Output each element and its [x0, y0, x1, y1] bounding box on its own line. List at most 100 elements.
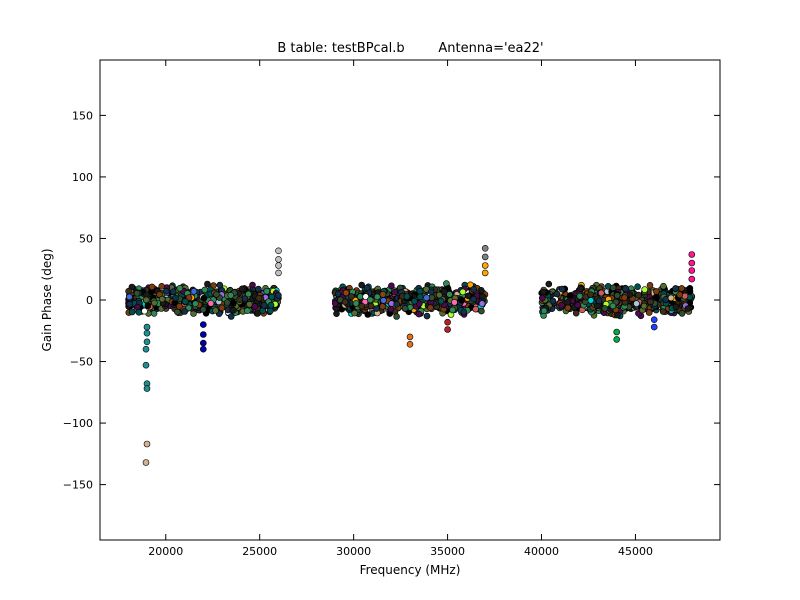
data-point: [341, 298, 349, 306]
data-point: [216, 281, 224, 289]
x-tick-label: 35000: [430, 545, 465, 558]
data-point: [200, 306, 207, 313]
data-point: [144, 302, 152, 310]
data-point: [478, 300, 486, 307]
x-tick-label: 40000: [524, 545, 559, 558]
data-point: [635, 291, 642, 299]
scatter-points: [125, 245, 696, 466]
data-point: [411, 297, 418, 305]
y-axis-label: Gain Phase (deg): [40, 248, 54, 351]
data-point: [597, 289, 605, 297]
data-point: [393, 300, 401, 308]
data-point: [143, 338, 151, 346]
data-point: [577, 285, 584, 293]
data-point: [647, 298, 654, 306]
x-axis-label: Frequency (MHz): [360, 563, 461, 577]
y-axis-ticks: −150 −100 −50 0 50 100 150: [63, 109, 720, 492]
data-point: [601, 305, 609, 312]
data-point: [558, 285, 566, 293]
data-point: [169, 288, 177, 296]
data-point: [659, 308, 667, 315]
data-point: [449, 306, 456, 314]
data-point: [672, 285, 679, 292]
data-point: [688, 251, 696, 258]
data-point: [192, 300, 199, 308]
data-point: [218, 304, 226, 312]
data-point: [451, 298, 458, 306]
data-point: [366, 296, 374, 304]
data-point: [275, 269, 282, 277]
data-point: [200, 321, 207, 328]
data-point: [143, 329, 151, 337]
data-point: [459, 288, 467, 296]
data-point: [672, 303, 680, 311]
data-point: [142, 345, 150, 353]
data-point: [351, 309, 358, 317]
data-point: [393, 313, 400, 320]
data-point: [613, 311, 621, 319]
data-point: [479, 292, 486, 300]
data-point: [212, 307, 219, 314]
data-point: [653, 288, 660, 295]
chart-title: B table: testBPcal.b: [277, 41, 404, 56]
data-point: [126, 300, 134, 308]
y-tick-label: −50: [70, 356, 93, 369]
data-point: [249, 281, 256, 289]
data-point: [373, 305, 380, 312]
data-point: [151, 299, 158, 307]
data-point: [467, 281, 474, 289]
data-point: [142, 459, 150, 466]
data-point: [587, 297, 595, 304]
data-point: [245, 290, 252, 298]
data-point: [255, 294, 263, 302]
data-point: [367, 302, 375, 310]
chart-title-antenna: Antenna='ea22': [438, 41, 543, 56]
data-point: [435, 291, 443, 299]
data-point: [204, 280, 211, 288]
data-point: [660, 282, 667, 290]
data-point: [364, 311, 372, 318]
data-point: [437, 297, 445, 305]
data-point: [650, 323, 658, 331]
data-point: [142, 361, 150, 369]
data-point: [403, 293, 411, 300]
data-point: [406, 340, 414, 348]
data-point: [576, 292, 584, 300]
data-point: [260, 301, 268, 309]
data-point: [143, 296, 150, 304]
data-point: [126, 293, 133, 301]
data-point: [558, 301, 565, 309]
data-point: [162, 287, 170, 295]
data-point: [254, 310, 261, 317]
data-point: [667, 294, 675, 302]
data-point: [373, 293, 381, 301]
y-tick-label: 150: [72, 109, 93, 122]
data-point: [333, 310, 340, 318]
data-point: [416, 293, 424, 301]
data-point: [356, 293, 364, 300]
x-tick-label: 20000: [148, 545, 183, 558]
y-tick-label: 100: [72, 171, 93, 184]
data-point: [477, 286, 485, 294]
data-point: [572, 309, 580, 317]
data-point: [148, 283, 156, 291]
data-point: [158, 282, 165, 290]
data-point: [158, 295, 166, 303]
data-point: [255, 285, 262, 293]
data-point: [227, 313, 235, 320]
data-point: [379, 303, 386, 310]
data-point: [564, 298, 571, 306]
data-point: [182, 298, 189, 305]
data-point: [621, 294, 628, 301]
data-point: [427, 304, 434, 312]
data-point: [633, 300, 640, 307]
data-point: [423, 294, 430, 302]
y-tick-label: −100: [63, 417, 93, 430]
data-point: [176, 302, 183, 310]
data-point: [440, 288, 448, 296]
data-point: [200, 339, 207, 347]
data-point: [481, 245, 489, 252]
data-point: [678, 310, 686, 317]
data-point: [275, 262, 282, 269]
data-point: [406, 333, 414, 341]
